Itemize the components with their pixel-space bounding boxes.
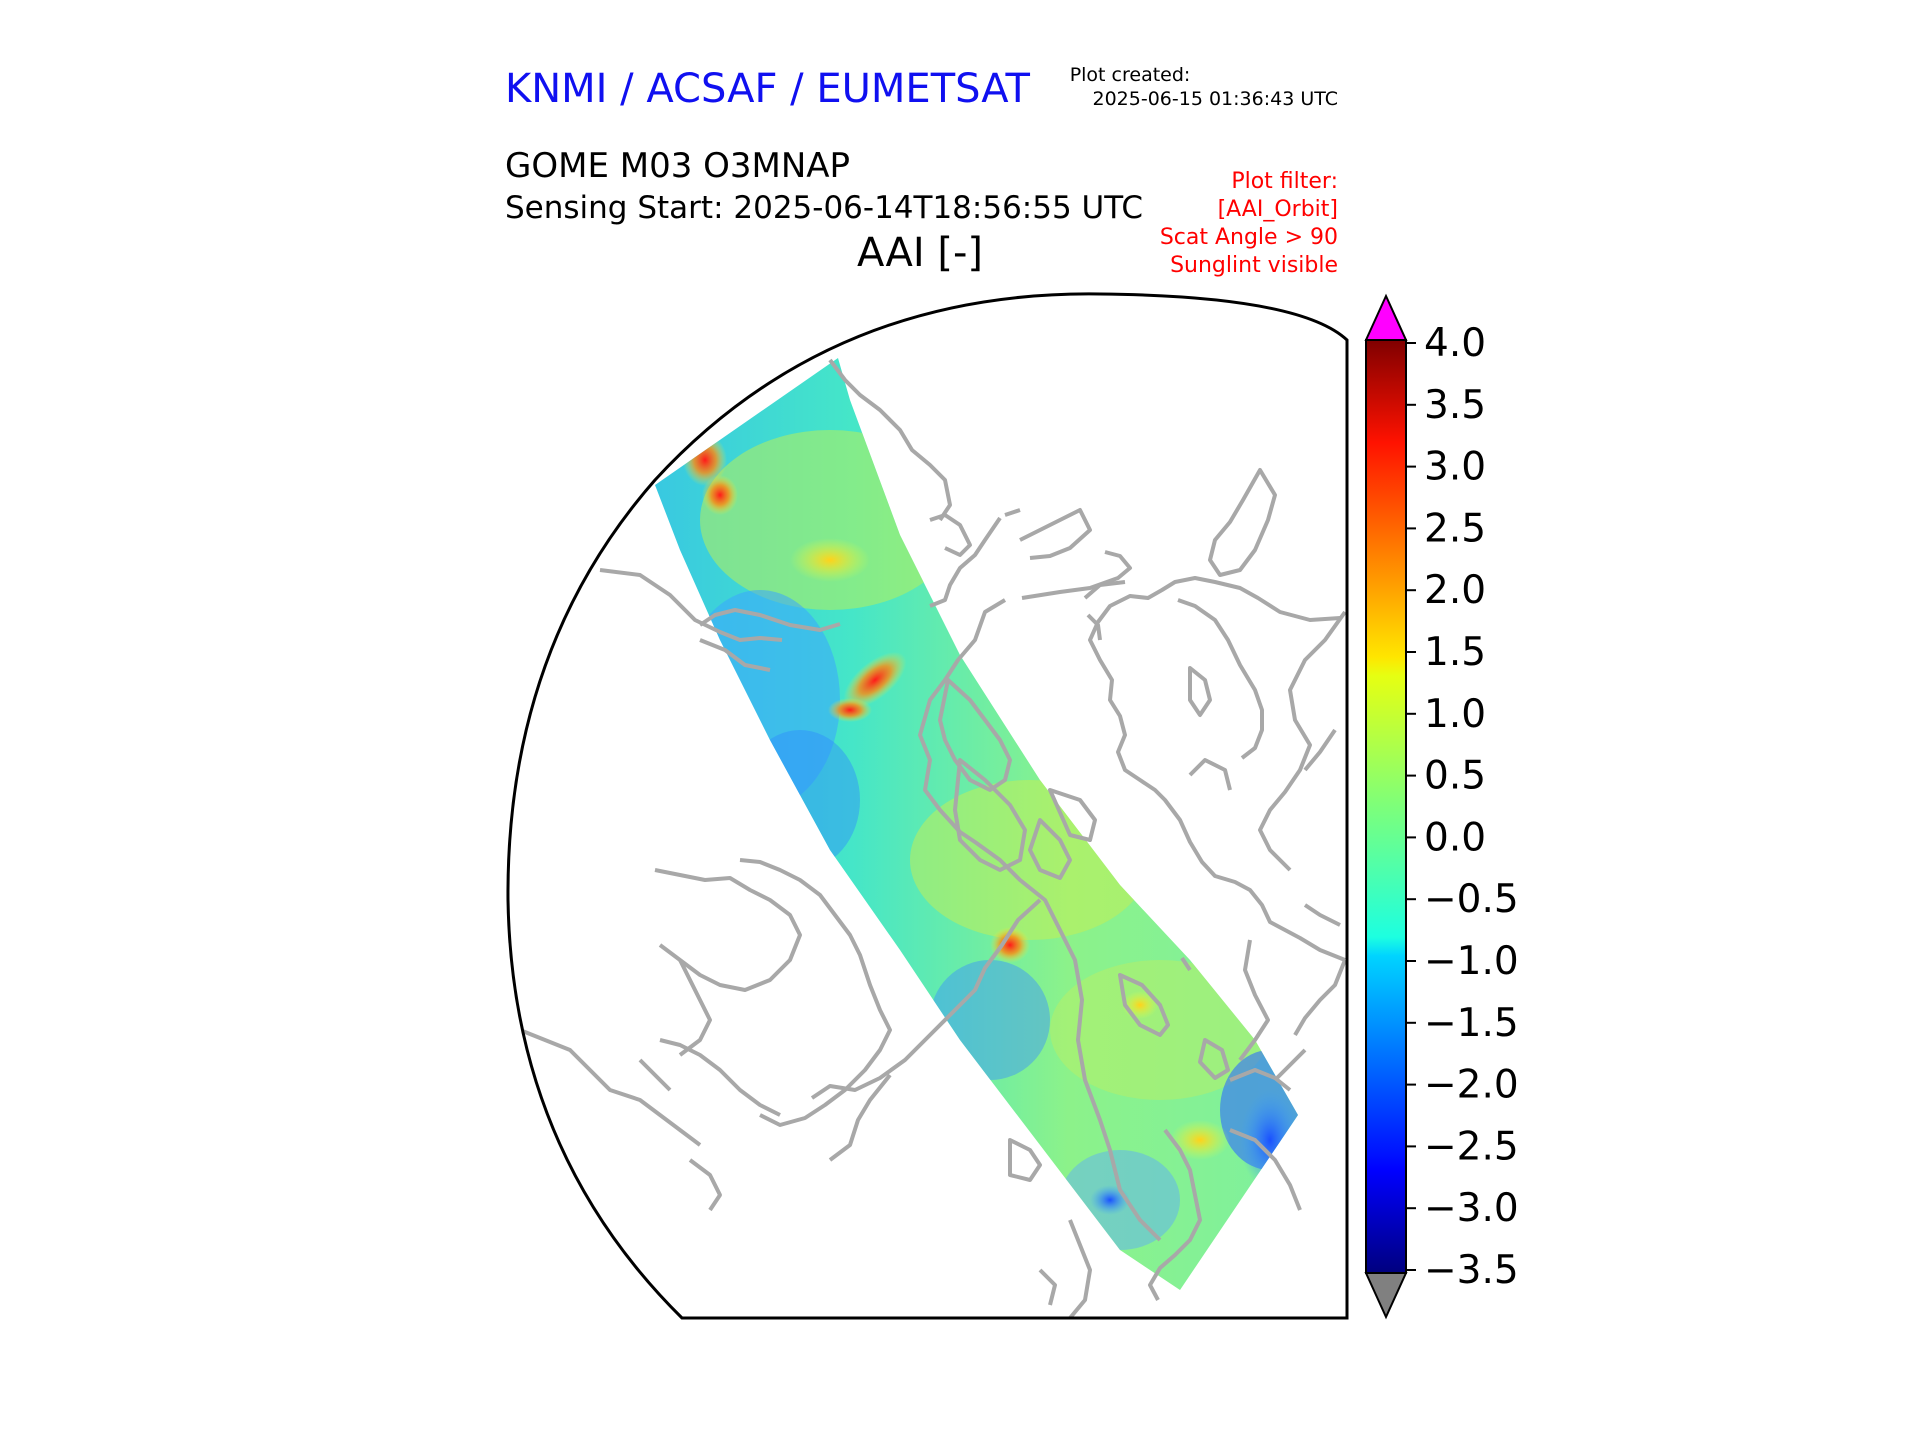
plot-filter-label: Plot filter: [1231, 169, 1338, 194]
coastlines [519, 358, 1347, 1319]
organization-title: KNMI / ACSAF / EUMETSAT [505, 66, 1030, 112]
colorbar-over-triangle [1364, 293, 1408, 341]
map-boundary [506, 292, 1349, 1320]
colorbar: 4.0 3.5 3.0 2.5 2.0 1.5 1.0 0.5 0.0 −0.5 −1.0 −1.5 −… [1364, 293, 1519, 1320]
scat-angle-note: Scat Angle > 90 [1159, 225, 1338, 250]
colorbar-tick-label: −3.5 [1424, 1248, 1519, 1293]
colorbar-tick-label: −3.0 [1424, 1186, 1519, 1231]
colorbar-tick-label: 2.0 [1424, 568, 1486, 613]
variable-title: AAI [-] [857, 230, 983, 276]
sensing-start: Sensing Start: 2025-06-14T18:56:55 UTC [505, 190, 1143, 226]
product-title: GOME M03 O3MNAP [505, 146, 851, 186]
plot-filter-name: [AAI_Orbit] [1217, 197, 1338, 222]
colorbar-tick-label: 3.0 [1424, 445, 1486, 490]
colorbar-tick-label: −1.5 [1424, 1001, 1519, 1046]
plot-created-label: Plot created: [1069, 64, 1191, 86]
colorbar-tick-label: −2.0 [1424, 1063, 1519, 1108]
colorbar-tick-label: 1.5 [1424, 630, 1486, 675]
colorbar-tick-label: 1.0 [1424, 692, 1486, 737]
colorbar-gradient [1366, 340, 1406, 1273]
plot-created-timestamp: 2025-06-15 01:36:43 UTC [1092, 88, 1339, 110]
colorbar-tick-label: 4.0 [1424, 321, 1486, 366]
colorbar-tick-label: −1.0 [1424, 939, 1519, 984]
colorbar-ticks: 4.0 3.5 3.0 2.5 2.0 1.5 1.0 0.5 0.0 −0.5 −1.0 −1.5 −… [1406, 321, 1519, 1293]
colorbar-tick-label: 2.5 [1424, 506, 1486, 551]
colorbar-tick-label: −0.5 [1424, 877, 1519, 922]
colorbar-tick-label: 3.5 [1424, 383, 1486, 428]
colorbar-tick-label: 0.5 [1424, 754, 1486, 799]
colorbar-frame [1365, 339, 1407, 1274]
colorbar-under-triangle [1364, 1272, 1408, 1320]
sunglint-note: Sunglint visible [1170, 253, 1338, 278]
colorbar-tick-label: 0.0 [1424, 815, 1486, 860]
colorbar-tick-label: −2.5 [1424, 1124, 1519, 1169]
